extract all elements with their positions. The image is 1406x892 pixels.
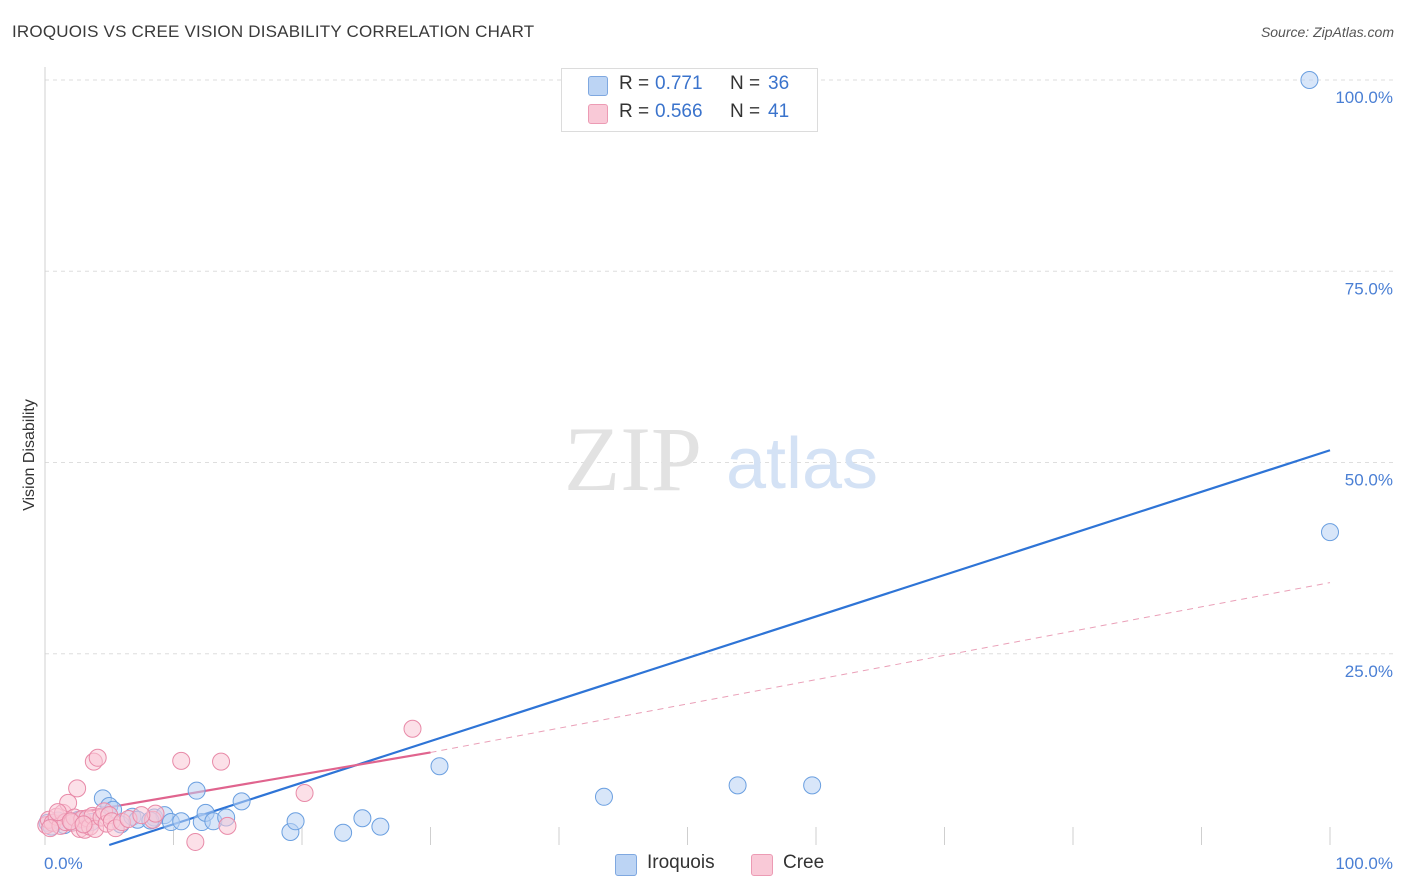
- stats-legend: R = 0.771 N = 36 R = 0.566 N = 41: [561, 68, 818, 132]
- point-cree: [186, 832, 205, 851]
- legend-swatch-cree: [588, 104, 608, 124]
- legend-r-value: 0.566: [655, 101, 703, 122]
- x-tick-label: 100.0%: [1335, 854, 1393, 873]
- y-tick-label: 50.0%: [1345, 471, 1393, 490]
- y-tick-label: 25.0%: [1345, 662, 1393, 681]
- point-iroquois: [371, 817, 390, 836]
- y-tick-label: 75.0%: [1345, 279, 1393, 298]
- legend-r-label: R =: [619, 101, 650, 122]
- legend-n-value: 36: [768, 73, 790, 94]
- tick-labels: 100.0% 75.0% 50.0% 25.0% 0.0% 100.0%: [44, 88, 1393, 873]
- source-label: Source: ZipAtlas.com: [1260, 24, 1394, 40]
- point-cree: [132, 806, 151, 825]
- point-cree: [403, 719, 422, 738]
- y-tick-label: 100.0%: [1335, 88, 1393, 107]
- point-cree: [212, 752, 231, 771]
- legend-n-value: 41: [768, 101, 790, 122]
- trend-line-cree: [430, 582, 1331, 753]
- point-cree: [172, 751, 191, 770]
- bottom-legend-label-iroquois: Iroquois: [647, 852, 715, 873]
- bottom-legend-swatch-cree: [751, 854, 773, 876]
- point-iroquois: [728, 776, 747, 795]
- point-cree: [74, 815, 93, 834]
- chart-title: IROQUOIS VS CREE VISION DISABILITY CORRE…: [12, 22, 535, 41]
- grid: [45, 79, 1393, 655]
- point-iroquois: [803, 776, 822, 795]
- point-iroquois: [232, 792, 251, 811]
- point-iroquois: [1321, 523, 1339, 542]
- watermark-zip: ZIP: [564, 408, 702, 510]
- point-cree: [218, 816, 237, 835]
- point-iroquois: [334, 823, 353, 842]
- data-points: [37, 71, 1339, 851]
- legend-n-label: N =: [730, 73, 761, 94]
- point-iroquois: [172, 812, 191, 831]
- bottom-legend-label-cree: Cree: [783, 852, 825, 873]
- legend-n-label: N =: [730, 101, 761, 122]
- point-cree: [41, 819, 60, 838]
- trend-line-iroquois: [108, 449, 1331, 847]
- point-cree: [295, 783, 314, 802]
- y-axis-label: Vision Disability: [21, 399, 38, 511]
- point-iroquois: [353, 809, 372, 828]
- point-cree: [88, 748, 107, 767]
- point-iroquois: [594, 787, 613, 806]
- bottom-legend-swatch-iroquois: [615, 854, 637, 876]
- legend-r-value: 0.771: [655, 73, 703, 94]
- point-iroquois: [1300, 71, 1319, 89]
- point-iroquois: [187, 781, 206, 800]
- point-cree: [68, 779, 87, 798]
- watermark: ZIP atlas: [564, 408, 878, 510]
- point-iroquois: [430, 757, 449, 776]
- x-tick-label: 0.0%: [44, 854, 83, 873]
- legend-r-label: R =: [619, 73, 650, 94]
- legend-swatch-iroquois: [588, 76, 608, 96]
- point-cree: [48, 803, 67, 822]
- watermark-atlas: atlas: [726, 424, 878, 504]
- axes: [44, 67, 1331, 845]
- point-iroquois: [286, 812, 305, 831]
